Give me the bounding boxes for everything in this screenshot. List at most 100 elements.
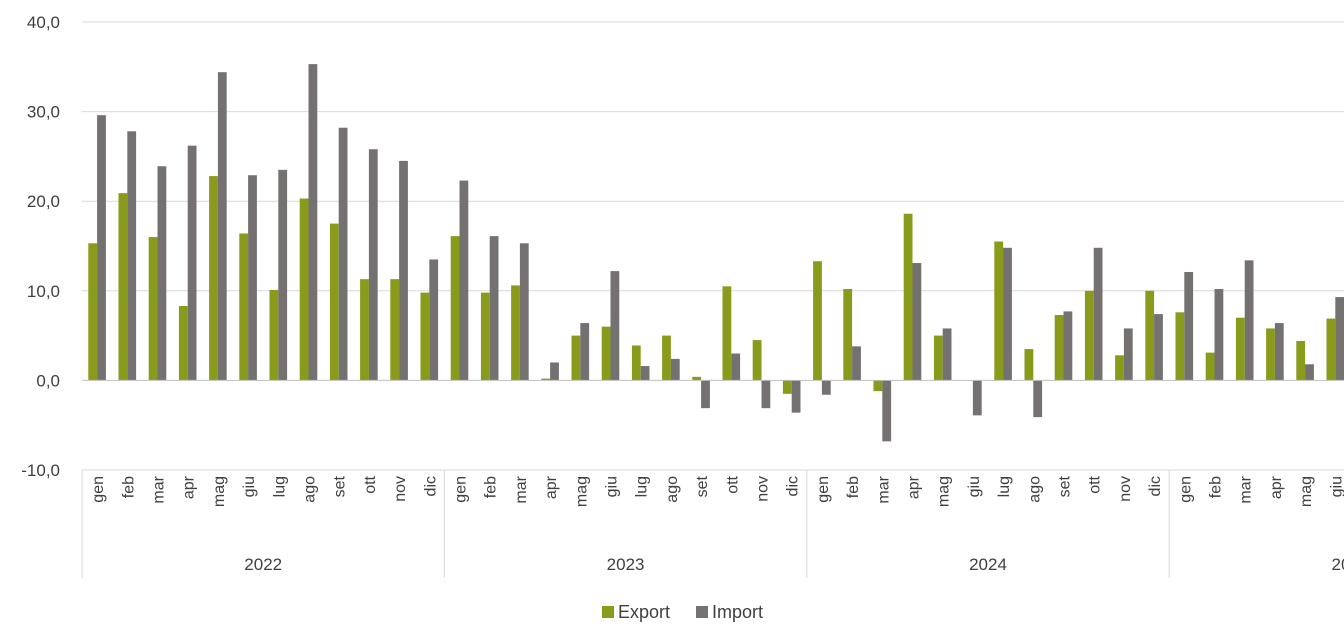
y-tick-label: 30,0 bbox=[27, 103, 60, 122]
month-label: giu bbox=[604, 476, 621, 497]
import-bar bbox=[1093, 247, 1103, 381]
month-label: nov bbox=[1117, 476, 1134, 502]
import-bar bbox=[670, 358, 680, 381]
export-bar bbox=[933, 335, 943, 381]
export-bar bbox=[782, 380, 792, 394]
y-tick-label: -10,0 bbox=[21, 461, 60, 480]
month-label: feb bbox=[1208, 476, 1225, 498]
legend: Export Import bbox=[602, 602, 763, 622]
export-bar bbox=[1145, 290, 1155, 381]
import-bar bbox=[157, 166, 167, 381]
import-bar bbox=[278, 169, 288, 381]
import-bar bbox=[127, 131, 137, 381]
month-label: gen bbox=[453, 476, 470, 503]
export-bar bbox=[631, 345, 641, 381]
import-bar bbox=[1003, 247, 1012, 381]
import-bar bbox=[731, 353, 741, 381]
import-legend-label: Import bbox=[712, 602, 763, 622]
export-bar bbox=[813, 261, 822, 381]
month-label: mar bbox=[875, 475, 892, 503]
export-bar bbox=[269, 289, 279, 381]
import-bar bbox=[338, 127, 348, 381]
month-label: apr bbox=[906, 475, 923, 499]
import-bar bbox=[1244, 260, 1254, 381]
export-bar bbox=[148, 237, 158, 381]
import-bar bbox=[791, 380, 801, 413]
export-bar bbox=[420, 292, 430, 381]
month-label: nov bbox=[755, 476, 772, 502]
export-bar bbox=[118, 193, 128, 381]
export-bar bbox=[209, 176, 218, 381]
export-bar bbox=[480, 292, 490, 381]
month-label: lug bbox=[634, 476, 651, 497]
export-bar bbox=[903, 213, 913, 381]
y-tick-label: 20,0 bbox=[27, 192, 60, 211]
month-label: gen bbox=[1177, 476, 1194, 503]
month-label: apr bbox=[181, 475, 198, 499]
bars bbox=[88, 64, 1344, 442]
month-label: giu bbox=[1328, 476, 1344, 497]
export-bar bbox=[873, 380, 883, 392]
month-label: mag bbox=[211, 476, 228, 507]
export-bar bbox=[1115, 355, 1124, 381]
import-bar bbox=[1335, 297, 1344, 381]
month-label: feb bbox=[845, 476, 862, 498]
import-bar bbox=[942, 328, 952, 381]
export-bar bbox=[88, 243, 98, 381]
import-bar bbox=[821, 380, 831, 395]
year-label: 2025 bbox=[1331, 555, 1344, 574]
month-label: dic bbox=[422, 476, 439, 496]
gridlines bbox=[82, 21, 1344, 471]
month-label: ago bbox=[1026, 476, 1043, 503]
import-bar bbox=[399, 160, 408, 381]
export-bar bbox=[541, 378, 551, 381]
import-legend-swatch bbox=[696, 606, 708, 618]
month-label: giu bbox=[241, 476, 258, 497]
export-bar bbox=[722, 286, 732, 381]
import-bar bbox=[610, 271, 620, 381]
import-bar bbox=[761, 380, 771, 409]
export-bar bbox=[1054, 314, 1064, 381]
month-label: set bbox=[1057, 475, 1074, 497]
import-bar bbox=[1305, 364, 1314, 381]
x-axis bbox=[81, 379, 1344, 578]
month-label: set bbox=[332, 475, 349, 497]
month-label: feb bbox=[483, 476, 500, 498]
month-label: mag bbox=[573, 476, 590, 507]
month-label: lug bbox=[271, 476, 288, 497]
month-label: ago bbox=[664, 476, 681, 503]
export-bar bbox=[450, 236, 460, 381]
export-bar bbox=[1205, 352, 1215, 381]
export-bar bbox=[390, 279, 400, 381]
export-bar bbox=[1296, 340, 1306, 381]
import-bar bbox=[580, 323, 590, 381]
export-bar bbox=[299, 198, 309, 381]
export-bar bbox=[1326, 318, 1336, 381]
import-bar bbox=[217, 72, 227, 381]
export-bar bbox=[239, 233, 249, 381]
import-bar bbox=[1274, 323, 1284, 381]
month-label: ott bbox=[362, 475, 379, 493]
month-label: apr bbox=[1268, 475, 1285, 499]
y-tick-label: 10,0 bbox=[27, 282, 60, 301]
month-label: nov bbox=[392, 476, 409, 502]
import-bar bbox=[852, 346, 861, 381]
export-bar bbox=[843, 289, 853, 381]
import-bar bbox=[187, 145, 197, 381]
month-label: giu bbox=[966, 476, 983, 497]
month-label: ott bbox=[1087, 475, 1104, 493]
import-bar bbox=[640, 366, 650, 381]
import-bar bbox=[1154, 314, 1163, 381]
export-bar bbox=[178, 306, 188, 381]
month-label: dic bbox=[1147, 476, 1164, 496]
import-bar bbox=[519, 243, 529, 381]
month-label: ott bbox=[724, 475, 741, 493]
year-label: 2024 bbox=[969, 555, 1007, 574]
month-label: mar bbox=[151, 475, 168, 503]
export-legend-label: Export bbox=[618, 602, 670, 622]
import-bar bbox=[97, 115, 106, 381]
import-bar bbox=[368, 149, 378, 381]
month-label: feb bbox=[120, 476, 137, 498]
export-bar bbox=[994, 241, 1004, 381]
